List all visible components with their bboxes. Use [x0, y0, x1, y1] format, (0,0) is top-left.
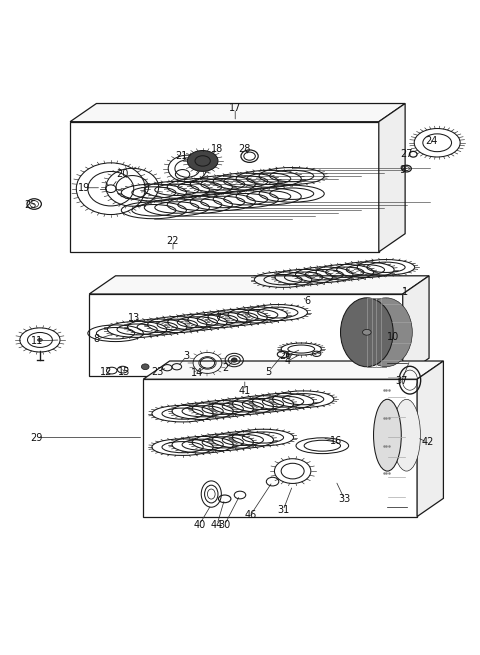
Text: 10: 10 — [387, 332, 399, 342]
Polygon shape — [403, 276, 429, 377]
Text: 31: 31 — [277, 505, 289, 515]
Ellipse shape — [340, 298, 393, 367]
Ellipse shape — [142, 364, 149, 369]
Text: 20: 20 — [117, 170, 129, 179]
Ellipse shape — [393, 400, 420, 471]
Polygon shape — [70, 103, 405, 122]
Text: 4: 4 — [285, 356, 291, 366]
Text: 46: 46 — [244, 510, 257, 520]
Text: 11: 11 — [30, 336, 43, 346]
Text: 33: 33 — [338, 494, 350, 504]
Ellipse shape — [362, 329, 371, 335]
Text: 37: 37 — [396, 376, 408, 386]
Text: 7: 7 — [216, 313, 222, 323]
Text: 19: 19 — [78, 183, 91, 193]
Text: 8: 8 — [93, 335, 99, 345]
Text: 23: 23 — [152, 367, 164, 377]
Ellipse shape — [231, 358, 237, 362]
Text: 2: 2 — [223, 363, 229, 373]
Text: 5: 5 — [265, 367, 272, 377]
Text: 29: 29 — [30, 432, 43, 443]
Text: 3: 3 — [183, 351, 190, 361]
Text: 6: 6 — [304, 296, 310, 306]
Text: 13: 13 — [128, 313, 140, 323]
Text: 24: 24 — [425, 136, 438, 146]
Text: 30: 30 — [218, 519, 231, 530]
Text: 16: 16 — [330, 436, 342, 447]
Text: 25: 25 — [24, 200, 36, 210]
Text: 28: 28 — [239, 145, 251, 155]
Text: 17: 17 — [229, 103, 241, 113]
Polygon shape — [379, 103, 405, 252]
Polygon shape — [417, 361, 444, 517]
Text: 9: 9 — [400, 164, 406, 175]
Text: 15: 15 — [118, 367, 131, 377]
Text: 27: 27 — [400, 149, 413, 159]
Text: 22: 22 — [167, 236, 179, 246]
Polygon shape — [89, 276, 429, 294]
Text: 42: 42 — [421, 438, 434, 447]
Text: 26: 26 — [279, 351, 292, 361]
Text: 41: 41 — [239, 386, 251, 396]
Text: 44: 44 — [211, 519, 223, 530]
Text: 12: 12 — [100, 367, 112, 377]
Ellipse shape — [360, 298, 412, 367]
Ellipse shape — [37, 339, 42, 341]
Text: 14: 14 — [191, 368, 203, 378]
Text: 21: 21 — [175, 151, 188, 161]
Text: 40: 40 — [193, 519, 205, 530]
Text: 18: 18 — [211, 145, 223, 155]
Ellipse shape — [187, 151, 218, 172]
Ellipse shape — [373, 400, 401, 471]
Text: 1: 1 — [402, 287, 408, 297]
Polygon shape — [144, 361, 444, 379]
